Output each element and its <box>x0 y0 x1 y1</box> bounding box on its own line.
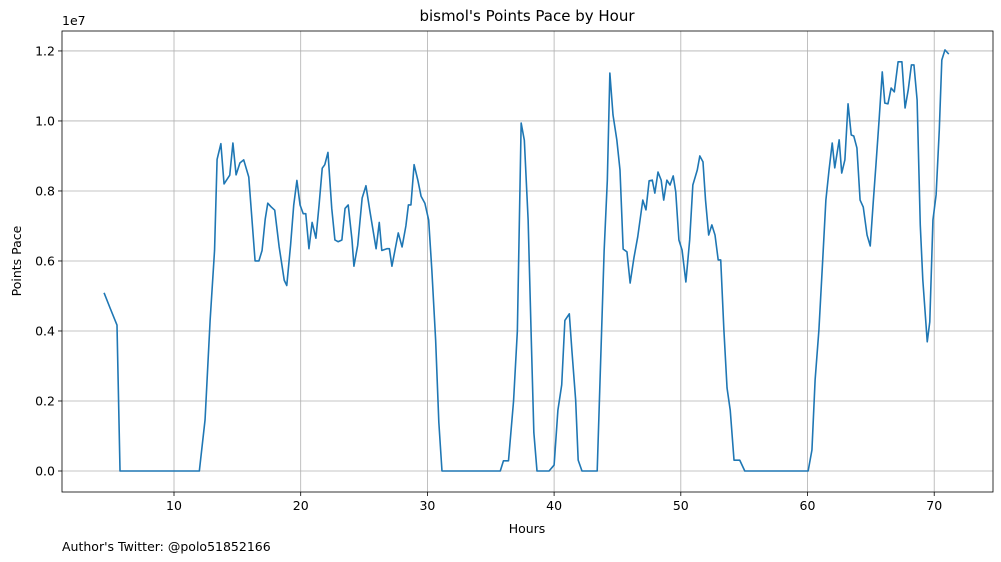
x-tick-label: 10 <box>166 498 182 513</box>
x-tick-label: 60 <box>800 498 816 513</box>
x-tick-label: 20 <box>293 498 309 513</box>
y-offset-label: 1e7 <box>62 13 86 28</box>
y-tick-label: 0.8 <box>35 183 55 198</box>
x-tick-label: 30 <box>419 498 435 513</box>
y-tick-label: 1.2 <box>35 43 55 58</box>
plot-frame <box>61 30 994 493</box>
x-tick-label: 70 <box>926 498 942 513</box>
x-tick-label: 40 <box>546 498 562 513</box>
y-tick-label: 1.0 <box>35 113 55 128</box>
y-tick-label: 0.0 <box>35 463 55 478</box>
x-tick-label: 50 <box>673 498 689 513</box>
footnote: Author's Twitter: @polo51852166 <box>62 539 271 554</box>
y-tick-label: 0.2 <box>35 393 55 408</box>
data-line <box>103 49 950 472</box>
chart-title: bismol's Points Pace by Hour <box>419 7 635 25</box>
x-axis-label: Hours <box>509 521 546 536</box>
y-tick-label: 0.4 <box>35 323 55 338</box>
y-tick-label: 0.6 <box>35 253 55 268</box>
y-axis-label: Points Pace <box>9 225 24 296</box>
